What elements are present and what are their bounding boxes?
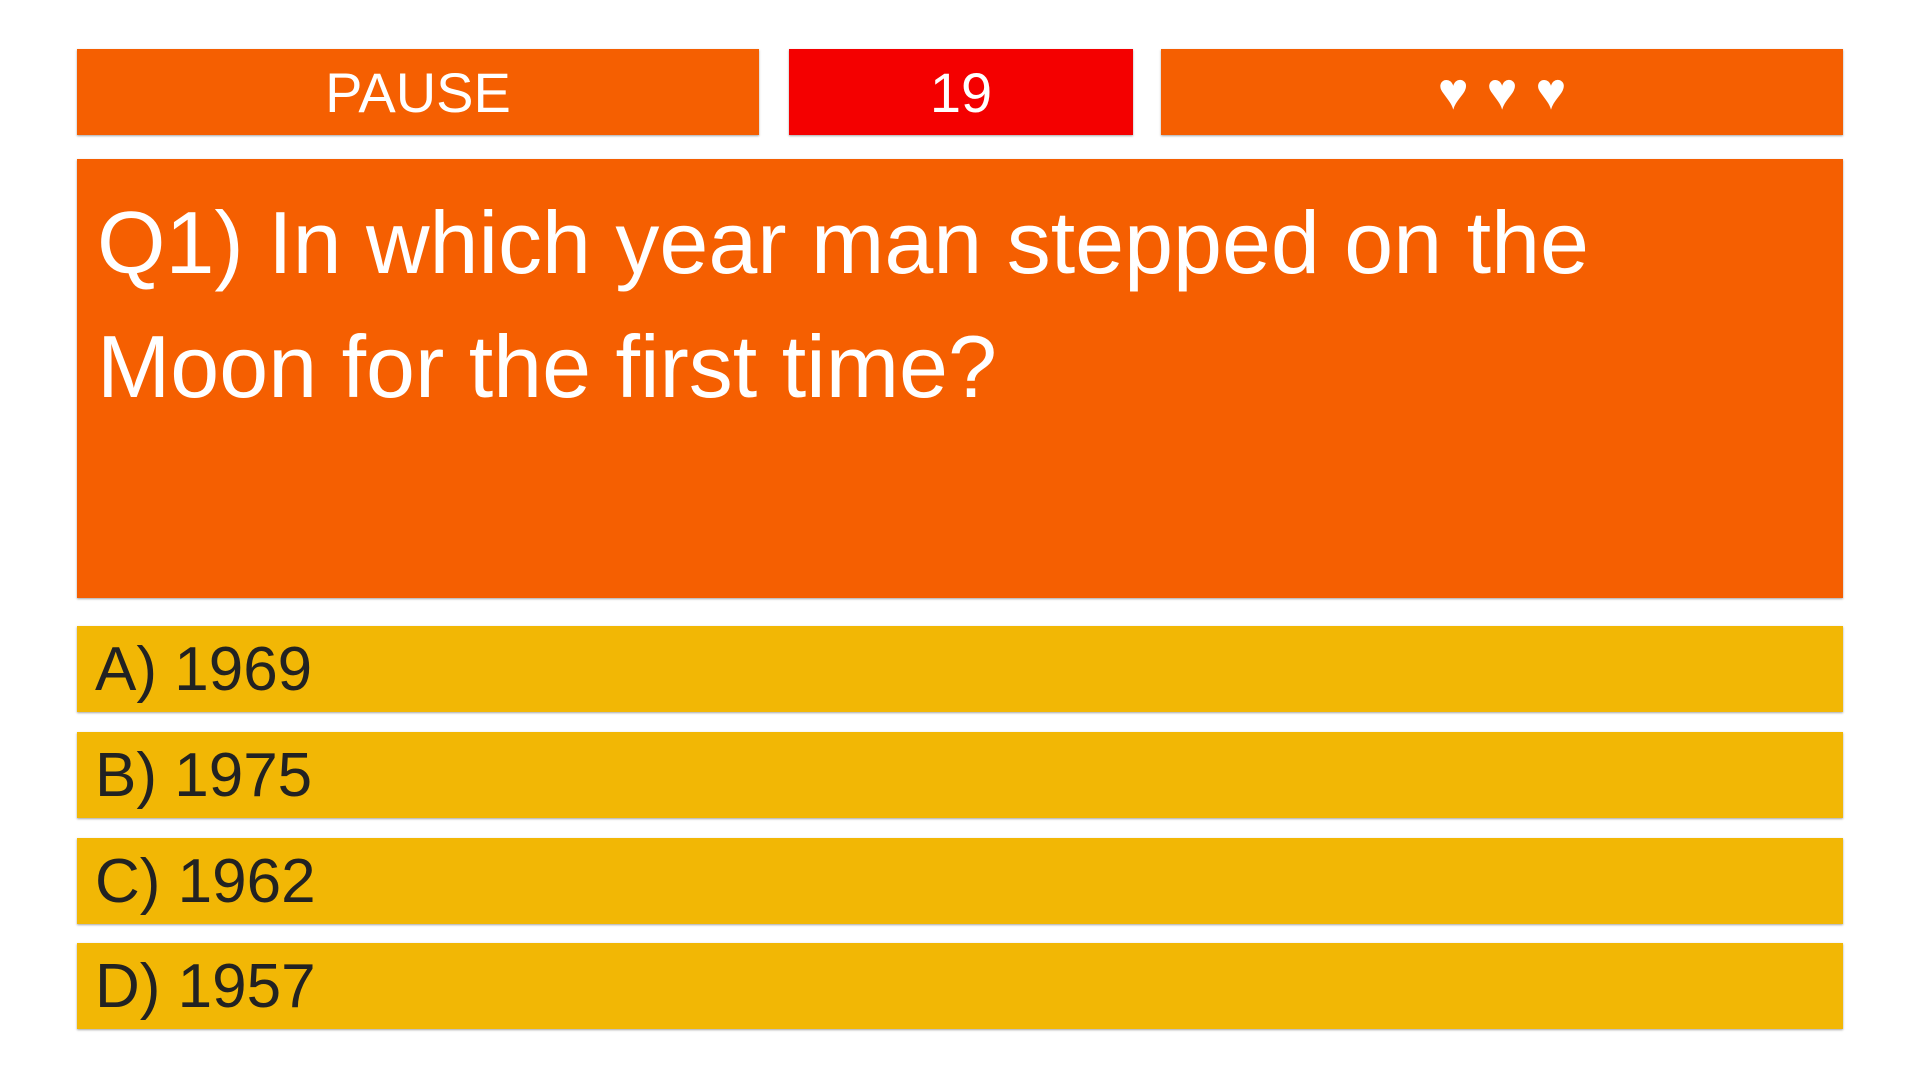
answer-label: B) 1975 [95, 740, 313, 810]
heart-icon: ♥ [1535, 63, 1567, 121]
timer-display: 19 [789, 49, 1133, 135]
pause-button[interactable]: PAUSE [77, 49, 759, 135]
answer-label: C) 1962 [95, 846, 316, 916]
question-text: Q1) In which year man stepped on the Moo… [97, 193, 1589, 416]
heart-icon: ♥ [1437, 63, 1469, 121]
answer-b-button[interactable]: B) 1975 [77, 732, 1843, 818]
answer-a-button[interactable]: A) 1969 [77, 626, 1843, 712]
question-panel: Q1) In which year man stepped on the Moo… [77, 159, 1843, 598]
answer-d-button[interactable]: D) 1957 [77, 943, 1843, 1029]
lives-display: ♥ ♥ ♥ [1161, 49, 1843, 135]
pause-label: PAUSE [325, 60, 511, 124]
answer-label: D) 1957 [95, 951, 316, 1021]
answer-label: A) 1969 [95, 634, 313, 704]
answer-c-button[interactable]: C) 1962 [77, 838, 1843, 924]
timer-value: 19 [929, 60, 993, 124]
heart-icon: ♥ [1486, 63, 1518, 121]
